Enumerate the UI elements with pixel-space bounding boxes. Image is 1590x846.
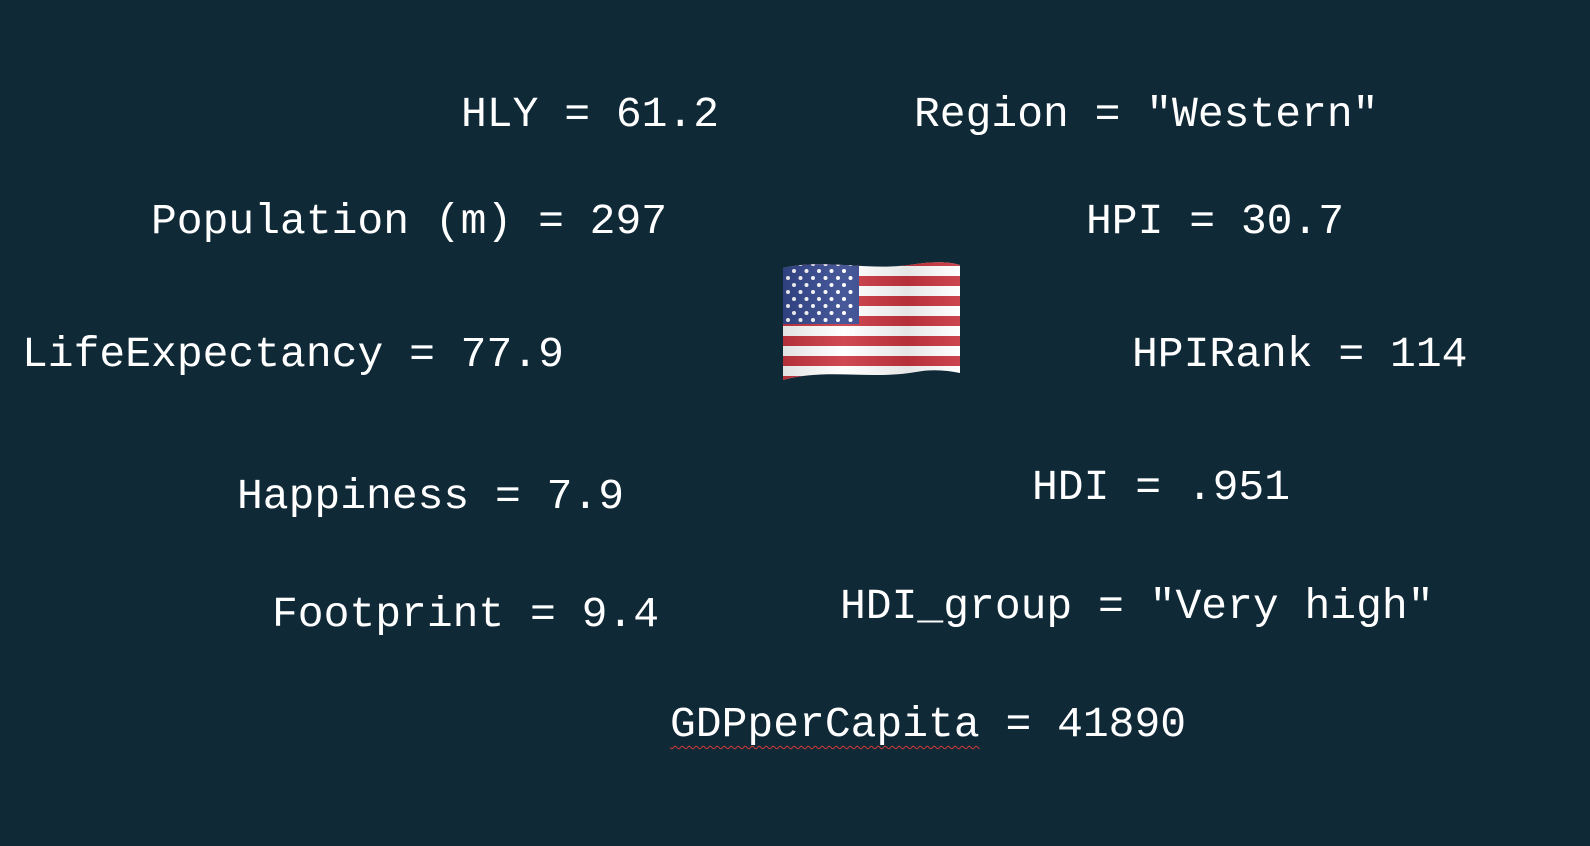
flag-stripe	[783, 376, 960, 380]
flag-star	[786, 262, 790, 266]
hpi-rank-value: HPIRank = 114	[1132, 330, 1468, 379]
hdi-value: HDI = .951	[1032, 463, 1291, 512]
flag-body	[783, 262, 960, 380]
gdp-per-capita-number: = 41890	[979, 700, 1187, 749]
gdp-per-capita-value: GDPperCapita = 41890	[670, 703, 1186, 746]
population-value: Population (m) = 297	[151, 197, 668, 246]
hdi-group-value: HDI_group = "Very high"	[840, 582, 1434, 631]
hly-value: HLY = 61.2	[461, 90, 720, 139]
footprint-value: Footprint = 9.4	[272, 590, 660, 639]
hpi-value: HPI = 30.7	[1086, 197, 1345, 246]
region-value: Region = "Western"	[914, 90, 1379, 139]
gdp-per-capita-name: GDPperCapita	[670, 700, 980, 749]
life-expectancy-value: LifeExpectancy = 77.9	[22, 330, 564, 379]
us-flag-icon	[783, 262, 960, 380]
happiness-value: Happiness = 7.9	[237, 472, 625, 521]
